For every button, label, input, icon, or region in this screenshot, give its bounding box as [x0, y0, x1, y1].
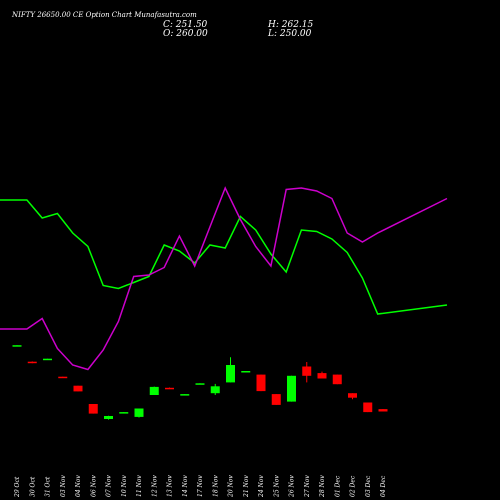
date-tick-label: 24 Nov — [258, 475, 265, 498]
candle-body — [88, 404, 98, 414]
candle-body — [241, 371, 251, 373]
date-tick-label: 29 Oct — [14, 476, 21, 498]
candle-body — [363, 402, 373, 413]
date-tick-label: 02 Dec — [350, 475, 357, 497]
date-tick-label: 10 Nov — [121, 475, 128, 497]
candle-body — [27, 361, 37, 364]
candle-body — [43, 358, 52, 361]
date-tick-label: 01 Dec — [334, 475, 341, 497]
candle-body — [256, 374, 266, 392]
candle-body — [134, 408, 144, 417]
date-tick-label: 03 Nov — [60, 475, 67, 497]
open-label: O: 260.00 — [163, 29, 208, 39]
date-tick-label: 26 Nov — [289, 475, 296, 498]
candle-body — [302, 366, 312, 376]
candle-body — [180, 394, 190, 396]
candle-body — [73, 385, 83, 392]
candle-body — [271, 394, 281, 405]
low-label: L: 250.00 — [268, 29, 312, 39]
candle-body — [12, 345, 22, 347]
high-label: H: 262.15 — [268, 20, 314, 30]
chart-title: NIFTY 26650.00 CE Option Chart Munafasut… — [12, 11, 197, 19]
candle-body — [226, 365, 235, 383]
candle-body — [317, 373, 327, 379]
candle-body — [165, 387, 174, 390]
date-tick-label: 31 Oct — [45, 476, 52, 497]
date-tick-label: 18 Nov — [212, 475, 219, 497]
close-label: C: 251.50 — [163, 20, 208, 30]
date-tick-label: 04 Dec — [380, 475, 387, 497]
date-tick-label: 21 Nov — [243, 475, 250, 498]
date-tick-label: 25 Nov — [273, 475, 280, 498]
date-tick-label: 17 Nov — [197, 475, 204, 497]
candle-body — [104, 416, 113, 419]
date-tick-label: 30 Oct — [29, 476, 36, 497]
candle-body — [149, 386, 159, 395]
candle-body — [287, 375, 296, 402]
date-tick-label: 13 Nov — [167, 475, 174, 497]
candle-body — [332, 374, 342, 385]
lower-band-line — [0, 186, 448, 371]
date-tick-label: 27 Nov — [304, 475, 311, 498]
date-tick-label: 04 Nov — [75, 475, 82, 497]
candle-body — [348, 393, 357, 398]
candle-body — [58, 376, 68, 379]
candle-body — [119, 412, 129, 414]
candle-body — [195, 383, 205, 385]
date-tick-label: 20 Nov — [228, 475, 235, 498]
date-tick-label: 03 Dec — [365, 475, 372, 497]
candle-body — [210, 386, 220, 394]
candle-body — [378, 409, 388, 412]
date-tick-label: 07 Nov — [106, 475, 113, 497]
date-tick-label: 06 Nov — [90, 475, 97, 497]
date-tick-label: 12 Nov — [151, 475, 158, 497]
date-tick-label: 14 Nov — [182, 475, 189, 497]
date-tick-label: 28 Nov — [319, 475, 326, 498]
upper-band-line — [0, 199, 448, 315]
date-tick-label: 11 Nov — [136, 475, 143, 497]
